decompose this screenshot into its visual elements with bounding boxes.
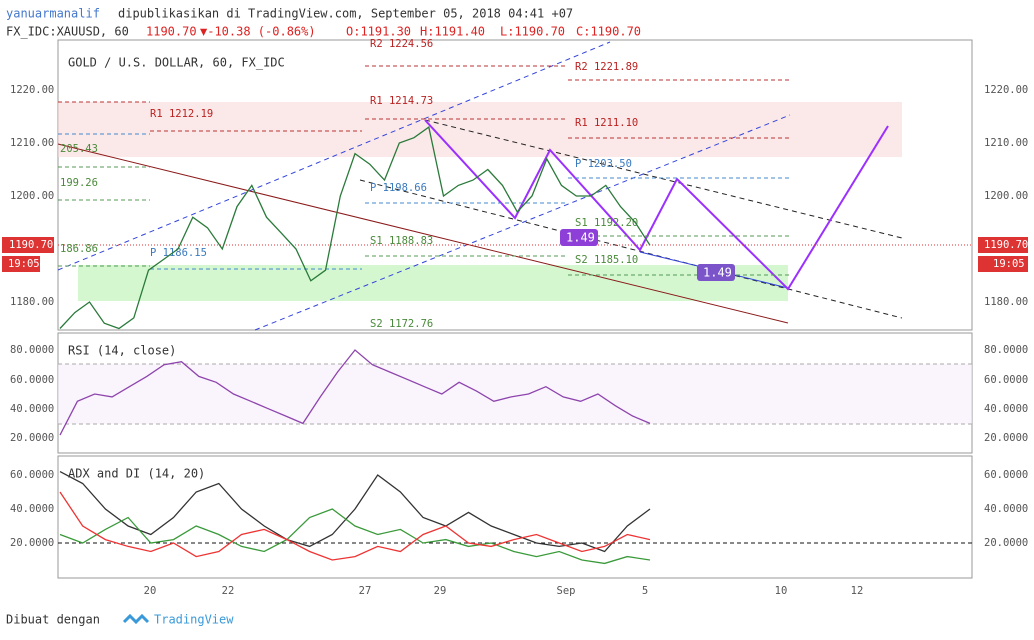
made-with: Dibuat dengan (6, 613, 100, 627)
trend-line (424, 119, 903, 239)
trend-line (57, 143, 789, 324)
projection-path (424, 119, 889, 291)
level-label: 205.43 (60, 143, 98, 155)
ohlc: L:1190.70 (500, 25, 565, 39)
channel-line (57, 41, 611, 271)
level-label: 199.26 (60, 177, 98, 189)
time-badge-bg (978, 256, 1028, 272)
time-badge-left: 19:05 (8, 258, 40, 270)
change: ▼-10.38 (-0.86%) (200, 25, 316, 39)
adx-axis-label-left: 60.0000 (10, 469, 54, 481)
adx-axis-label: 40.0000 (984, 503, 1028, 515)
level-label: P 1198.66 (370, 182, 427, 194)
rsi-axis-label-left: 60.0000 (10, 374, 54, 386)
price-badge-bg (978, 237, 1028, 253)
rsi-axis-label-left: 80.0000 (10, 344, 54, 356)
level-label: R1 1212.19 (150, 108, 213, 120)
price-badge: 1190.70 (984, 239, 1028, 251)
level-label: R1 1211.10 (575, 117, 638, 129)
level-label: P 1186.15 (150, 247, 207, 259)
time-axis-label: 5 (642, 585, 648, 597)
logo (122, 613, 150, 625)
rsi-axis-label-left: 20.0000 (10, 432, 54, 444)
level-label: R2 1224.56 (370, 38, 433, 50)
brand: TradingView (154, 613, 234, 627)
badge: 1.49 (566, 231, 595, 245)
rsi-title: RSI (14, close) (68, 344, 176, 358)
level-label: S2 1172.76 (370, 318, 433, 330)
level-label: S2 1185.10 (575, 254, 638, 266)
price-axis-label-left: 1200.00 (10, 190, 54, 202)
adx-axis-label-left: 40.0000 (10, 503, 54, 515)
time-axis-label: Sep (557, 585, 576, 597)
main-title: GOLD / U.S. DOLLAR, 60, FX_IDC (68, 56, 285, 70)
rsi-band (58, 364, 972, 424)
minus-di-line (59, 491, 651, 561)
ohlc: O:1191.30 (346, 25, 411, 39)
price-line (59, 125, 651, 330)
adx-axis-label: 60.0000 (984, 469, 1028, 481)
time-axis-label: 20 (144, 585, 157, 597)
time-axis-label: 22 (222, 585, 235, 597)
badge-bg (697, 264, 735, 281)
published: dipublikasikan di TradingView.com, Septe… (118, 7, 573, 21)
adx-title: ADX and DI (14, 20) (68, 467, 205, 481)
main-pane (57, 39, 973, 331)
rsi-axis-label: 40.0000 (984, 403, 1028, 415)
price-axis-label-left: 1180.00 (10, 296, 54, 308)
channel-line (254, 114, 791, 331)
price-axis-label: 1200.00 (984, 190, 1028, 202)
price-badge-bg (2, 237, 54, 253)
level-label: R1 1214.73 (370, 95, 433, 107)
price-axis-label-left: 1210.00 (10, 137, 54, 149)
author: yanuarmanalif (6, 7, 100, 21)
drawings (57, 41, 972, 544)
price-axis-label: 1210.00 (984, 137, 1028, 149)
time-badge: 19:05 (993, 258, 1025, 270)
level-label: 186.86 (60, 243, 98, 255)
resistance-zone (58, 102, 902, 157)
level-label: S1 1192.20 (575, 217, 638, 229)
level-label: R2 1221.89 (575, 61, 638, 73)
last-price: 1190.70 (146, 25, 197, 39)
price-axis-label: 1220.00 (984, 84, 1028, 96)
time-badge-bg (2, 256, 40, 272)
rsi-axis-label: 80.0000 (984, 344, 1028, 356)
adx-line (59, 471, 651, 553)
badge: 1.49 (703, 266, 732, 280)
plus-di-line (59, 508, 651, 565)
symbol: FX_IDC:XAUUSD, 60 (6, 25, 129, 39)
time-axis-label: 10 (775, 585, 788, 597)
support-zone (78, 265, 788, 301)
rsi-axis-label: 60.0000 (984, 374, 1028, 386)
level-label: S1 1188.83 (370, 235, 433, 247)
ohlc: H:1191.40 (420, 25, 485, 39)
level-label: P 1203.50 (575, 158, 632, 170)
time-axis-label: 27 (359, 585, 372, 597)
adx-axis-label: 20.0000 (984, 537, 1028, 549)
price-axis-label: 1180.00 (984, 296, 1028, 308)
time-axis-label: 12 (851, 585, 864, 597)
price-axis-label-left: 1220.00 (10, 84, 54, 96)
rsi-line (59, 349, 651, 436)
ohlc: C:1190.70 (576, 25, 641, 39)
price-badge-left: 1190.70 (9, 239, 53, 251)
time-axis-label: 29 (434, 585, 447, 597)
adx-axis-label-left: 20.0000 (10, 537, 54, 549)
adx-pane (57, 455, 973, 579)
rsi-axis-label-left: 40.0000 (10, 403, 54, 415)
rsi-axis-label: 20.0000 (984, 432, 1028, 444)
badge-bg (560, 229, 598, 246)
